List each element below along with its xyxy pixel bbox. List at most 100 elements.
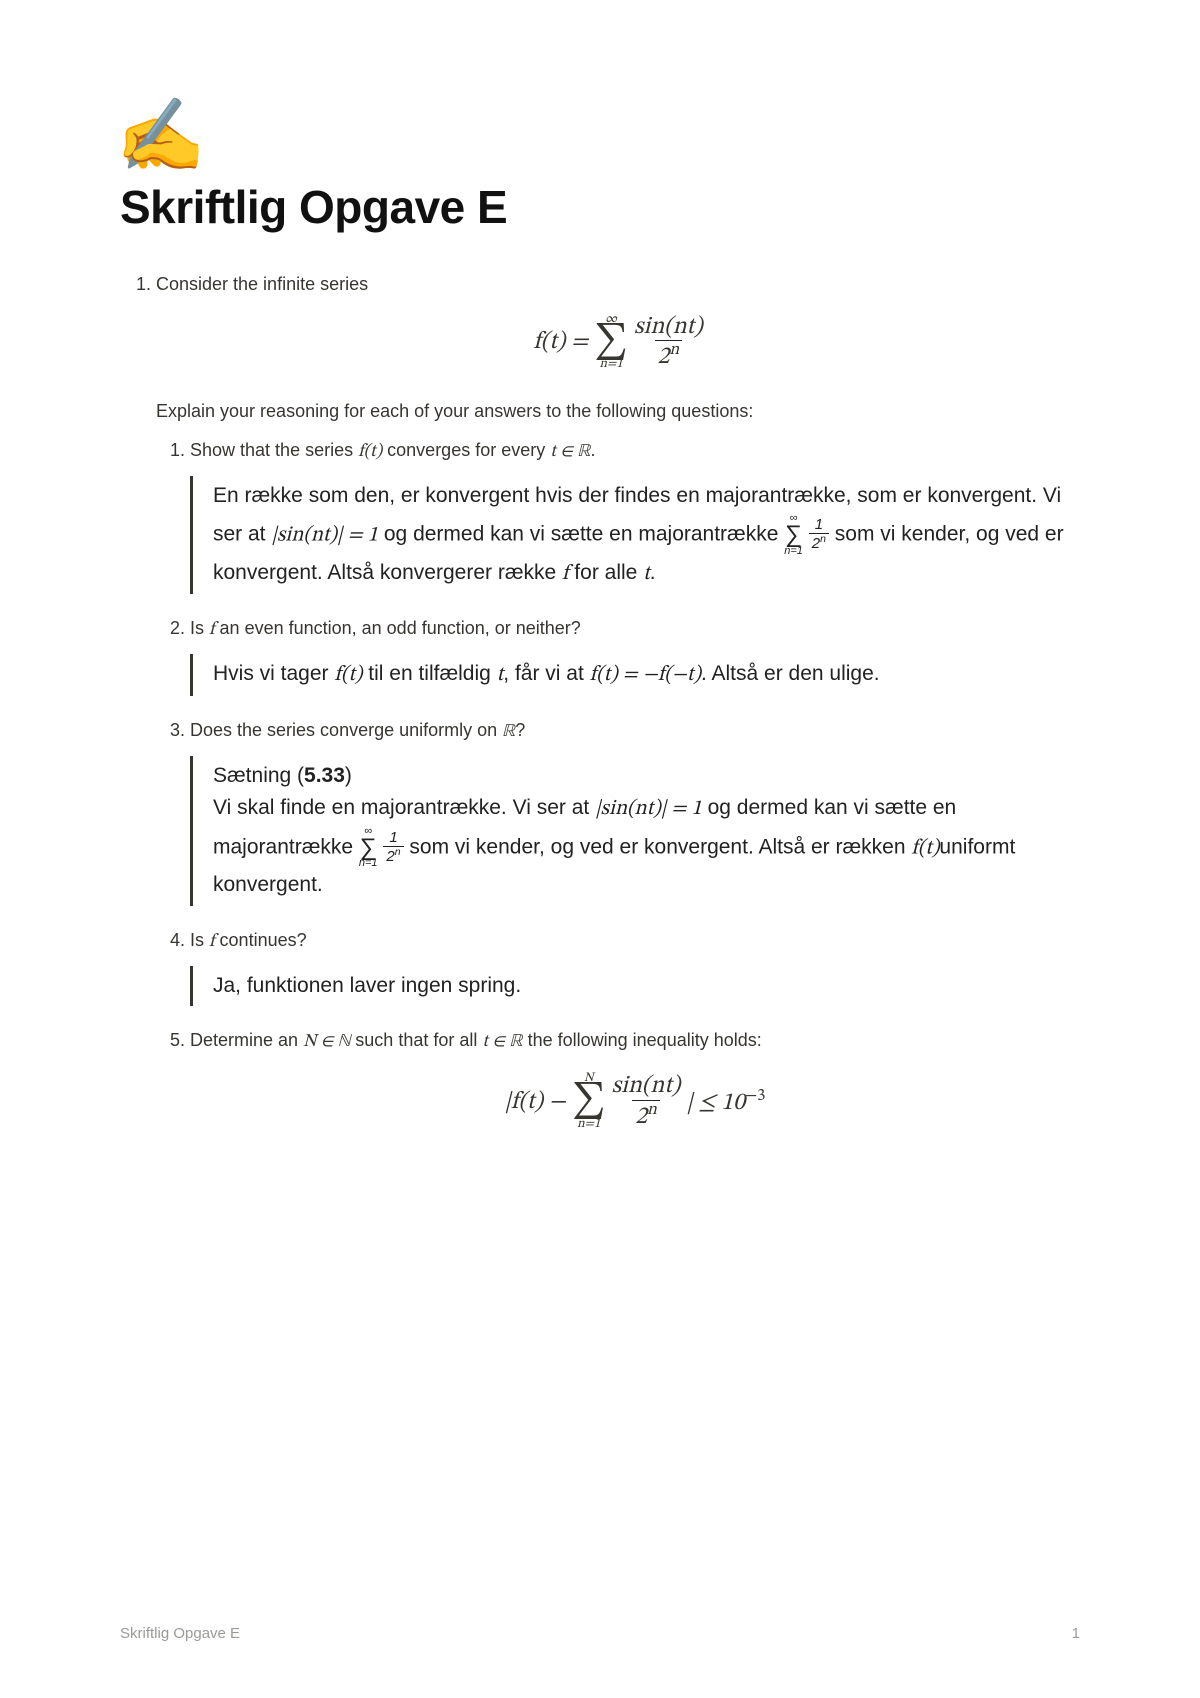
- frac3-num: 1: [389, 830, 397, 847]
- frac5-den-base: 2: [635, 1105, 647, 1129]
- sub1-ans-e: .: [650, 561, 656, 584]
- sub1-question: Show that the series f(t) converges for …: [190, 440, 1080, 464]
- series-lhs: f(t) =: [533, 330, 588, 354]
- sub2-ans-c: , får vi at: [503, 662, 589, 685]
- sigma3-glyph: ∑: [360, 837, 377, 859]
- sigma3-bot: n=1: [359, 858, 378, 869]
- sub3-abs-sin: |sin(nt)| = 1: [595, 798, 702, 819]
- sub4-ans: Ja, funktionen laver ingen spring.: [213, 974, 521, 997]
- sigma-symbol: ∞ ∑ n=1: [594, 313, 628, 371]
- frac-small: 1 2n: [809, 517, 829, 553]
- page-title: Skriftlig Opgave E: [120, 180, 1080, 234]
- subquestion-1: Show that the series f(t) converges for …: [190, 440, 1080, 594]
- question-1: Consider the infinite series f(t) = ∞ ∑ …: [156, 274, 1080, 1131]
- subquestion-3: Does the series converge uniformly on ℝ?…: [190, 720, 1080, 906]
- sigma-5: N ∑ n=1: [572, 1072, 606, 1130]
- sub2-question: Is f an even function, an odd function, …: [190, 618, 1080, 642]
- frac3-den-base: 2: [386, 848, 394, 865]
- subquestion-5: Determine an N ∈ ℕ such that for all t ∈…: [190, 1030, 1080, 1130]
- sub4-answer: Ja, funktionen laver ingen spring.: [190, 966, 1080, 1007]
- frac-small-num: 1: [815, 517, 823, 534]
- sub1-ans-b: og dermed kan vi sætte en majorantrække: [378, 522, 784, 545]
- sigma5-bot: n=1: [577, 1118, 600, 1131]
- frac5-num: sin(nt): [612, 1073, 681, 1099]
- sub4-qb: continues?: [215, 930, 307, 950]
- sub4-question: Is f continues?: [190, 930, 1080, 954]
- explain-line: Explain your reasoning for each of your …: [156, 401, 1080, 422]
- sub5-rhs-exp: −3: [745, 1087, 765, 1104]
- sub3-hdr-b: 5.33: [304, 764, 345, 787]
- sub5-qb: such that for all: [350, 1030, 482, 1050]
- sub3-hdr-c: ): [345, 764, 352, 787]
- sub3-question: Does the series converge uniformly on ℝ?: [190, 720, 1080, 744]
- frac-small-den-base: 2: [812, 535, 820, 552]
- sub5-qc: the following inequality holds:: [523, 1030, 762, 1050]
- sub1-abs-sin: |sin(nt)| = 1: [271, 524, 378, 545]
- sub3-hdr: Sætning (: [213, 764, 304, 787]
- sub1-t: t: [643, 563, 650, 584]
- fraction-denominator: 2n: [655, 340, 683, 370]
- q1-intro: Consider the infinite series: [156, 274, 1080, 295]
- den-exp: n: [669, 341, 679, 358]
- sub1-qb: converges for every: [382, 440, 550, 460]
- sub3-ft: f(t): [911, 837, 939, 858]
- footer-page-number: 1: [1072, 1625, 1080, 1642]
- frac3-den-exp: n: [395, 846, 401, 858]
- sigma-small-glyph: ∑: [785, 524, 802, 546]
- sub5-lhs-a: |f(t) −: [505, 1090, 566, 1114]
- sub5-rhs-text: | ≤ 10: [686, 1091, 745, 1115]
- sub1-answer: En række som den, er konvergent hvis der…: [190, 476, 1080, 594]
- sub5-question: Determine an N ∈ ℕ such that for all t ∈…: [190, 1030, 1080, 1054]
- sub2-answer: Hvis vi tager f(t) til en tilfældig t, f…: [190, 654, 1080, 696]
- frac-small-den: 2n: [809, 533, 829, 553]
- sub2-ans-d: . Altså er den ulige.: [701, 662, 880, 685]
- sub1-qc: .: [590, 440, 595, 460]
- sub1-ans-d: for alle: [568, 561, 643, 584]
- sub1-ft: f(t): [358, 443, 382, 461]
- fraction-numerator: sin(nt): [634, 314, 703, 340]
- sub2-ans-a: Hvis vi tager: [213, 662, 334, 685]
- frac5-den-exp: n: [647, 1101, 657, 1118]
- sigma5-glyph: ∑: [572, 1085, 606, 1117]
- frac-small-den-exp: n: [820, 533, 826, 545]
- sub2-ans-b: til en tilfældig: [362, 662, 496, 685]
- sub3-answer: Sætning (5.33) Vi skal finde en majorant…: [190, 756, 1080, 906]
- sub3-qb: ?: [515, 720, 525, 740]
- writing-hand-icon: ✍️: [116, 100, 1080, 172]
- sub5-inequality: |f(t) − N ∑ n=1 sin(nt) 2n | ≤ 10−3: [190, 1072, 1080, 1130]
- sigma-bot: n=1: [600, 358, 623, 371]
- sub3-R: ℝ: [502, 723, 515, 741]
- sub5-rhs: | ≤ 10−3: [686, 1088, 765, 1115]
- subquestion-4: Is f continues? Ja, funktionen laver ing…: [190, 930, 1080, 1007]
- sub2-qb: an even function, an odd function, or ne…: [215, 618, 581, 638]
- outer-list: Consider the infinite series f(t) = ∞ ∑ …: [120, 274, 1080, 1131]
- sub3-ans-c: som vi kender, og ved er konvergent. Alt…: [404, 835, 912, 858]
- footer-title: Skriftlig Opgave E: [120, 1625, 240, 1642]
- sigma-small: ∞ ∑ n=1: [784, 513, 803, 557]
- subquestion-2: Is f an even function, an odd function, …: [190, 618, 1080, 696]
- inner-list: Show that the series f(t) converges for …: [156, 440, 1080, 1130]
- sub3-ans-a: Vi skal finde en majorantrække. Vi ser a…: [213, 796, 595, 819]
- series-definition: f(t) = ∞ ∑ n=1 sin(nt) 2n: [156, 313, 1080, 371]
- sub1-tR: t ∈ ℝ: [550, 443, 590, 461]
- frac3-den: 2n: [383, 846, 403, 866]
- sub3-sum-inline: ∞ ∑ n=1 1 2n: [359, 826, 404, 870]
- sub4-qa: Is: [190, 930, 209, 950]
- series-fraction: sin(nt) 2n: [634, 314, 703, 371]
- sigma-small-3: ∞ ∑ n=1: [359, 826, 378, 870]
- sub3-qa: Does the series converge uniformly on: [190, 720, 502, 740]
- sigma-small-bot: n=1: [784, 546, 803, 557]
- sub2-ft: f(t): [334, 664, 362, 685]
- document-page: ✍️ Skriftlig Opgave E Consider the infin…: [0, 0, 1200, 1221]
- sub1-sum-inline: ∞ ∑ n=1 1 2n: [784, 513, 829, 557]
- den-base: 2: [658, 345, 670, 369]
- sub5-tR: t ∈ ℝ: [482, 1033, 522, 1051]
- frac5-den: 2n: [632, 1100, 660, 1130]
- sub2-eq: f(t) = −f(−t): [590, 664, 701, 685]
- sub5-NinN: N ∈ ℕ: [303, 1033, 350, 1051]
- frac-small-3: 1 2n: [383, 830, 403, 866]
- sub1-qa: Show that the series: [190, 440, 358, 460]
- sigma-glyph: ∑: [594, 326, 628, 358]
- sub5-qa: Determine an: [190, 1030, 303, 1050]
- page-footer: Skriftlig Opgave E 1: [120, 1625, 1080, 1642]
